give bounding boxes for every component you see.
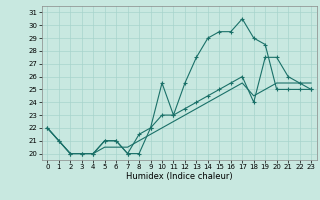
X-axis label: Humidex (Indice chaleur): Humidex (Indice chaleur) [126, 172, 233, 181]
